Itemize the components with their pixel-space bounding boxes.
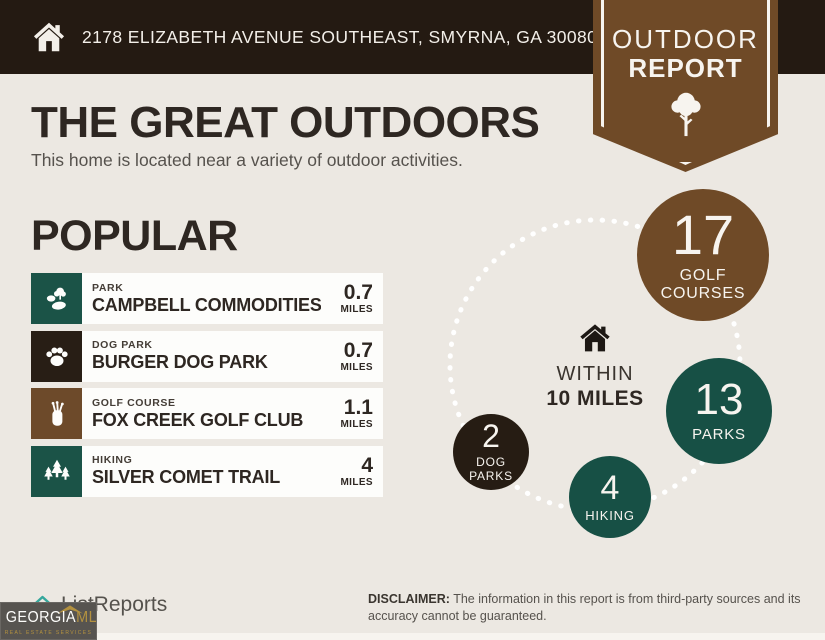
radius-center-label: WITHIN 10 MILES (535, 322, 655, 411)
page-title: THE GREAT OUTDOORS (31, 98, 540, 147)
poi-text: DOG PARK BURGER DOG PARK (82, 330, 321, 382)
mls-tagline: REAL ESTATE SERVICES (4, 630, 93, 636)
radius-miles-label: 10 MILES (546, 387, 644, 410)
poi-distance: 0.7 MILES (321, 273, 383, 324)
poi-row-golf-course: GOLF COURSE FOX CREEK GOLF CLUB 1.1 MILE… (31, 388, 383, 439)
georgia-mls-logo: GEORGIAMLS REAL ESTATE SERVICES (0, 602, 97, 640)
poi-distance: 1.1 MILES (321, 388, 383, 439)
stat-value: 17 (671, 202, 735, 266)
stat-label: DOG PARKS (469, 455, 513, 483)
mls-wordmark: GEORGIAMLS (5, 609, 97, 626)
poi-distance-value: 0.7 (343, 281, 373, 304)
paw-icon (31, 330, 82, 382)
poi-distance-value: 0.7 (343, 338, 373, 362)
outdoor-report-badge: OUTDOOR REPORT (593, 0, 778, 172)
stat-value: 2 (482, 418, 500, 455)
golf-bag-icon (31, 388, 82, 439)
within-label: WITHIN (556, 363, 634, 385)
poi-row-dog-park: DOG PARK BURGER DOG PARK 0.7 MILES (31, 330, 383, 382)
poi-category: HIKING (92, 454, 133, 466)
poi-distance-unit: MILES (340, 304, 373, 315)
poi-category: PARK (92, 281, 124, 294)
popular-list: PARK CAMPBELL COMMODITIES 0.7 MILES DOG … (31, 273, 383, 503)
stat-label: GOLF COURSES (660, 266, 746, 302)
poi-distance: 4 MILES (321, 445, 383, 497)
disclaimer-body: The information in this report is from t… (368, 592, 801, 623)
mls-swoosh-icon (57, 605, 83, 614)
bottom-edge-strip (0, 633, 825, 640)
poi-name: BURGER DOG PARK (92, 352, 268, 372)
home-icon (33, 22, 65, 52)
page-subtitle: This home is located near a variety of o… (31, 150, 463, 170)
stat-bubble-hiking: 4 HIKING (569, 456, 651, 538)
poi-row-hiking: HIKING SILVER COMET TRAIL 4 MILES (31, 445, 383, 497)
poi-category: DOG PARK (92, 339, 153, 351)
stat-label: PARKS (692, 426, 746, 444)
stat-value: 4 (600, 468, 620, 507)
poi-distance-unit: MILES (340, 361, 373, 373)
poi-row-park: PARK CAMPBELL COMMODITIES 0.7 MILES (31, 273, 383, 324)
poi-name: SILVER COMET TRAIL (92, 467, 281, 487)
stat-bubble-dog-parks: 2 DOG PARKS (453, 414, 529, 490)
stat-bubble-parks: 13 PARKS (666, 358, 772, 464)
badge-title-line2: REPORT (628, 53, 743, 83)
property-address: 2178 ELIZABETH AVENUE SOUTHEAST, SMYRNA,… (82, 26, 598, 47)
badge-inner-border (601, 0, 770, 165)
tree-icon (670, 92, 701, 137)
poi-text: GOLF COURSE FOX CREEK GOLF CLUB (82, 388, 321, 439)
badge-title-line1: OUTDOOR (612, 24, 759, 54)
disclaimer-text: DISCLAIMER: The information in this repo… (368, 591, 804, 625)
disclaimer-label: DISCLAIMER: (368, 592, 450, 606)
popular-heading: POPULAR (31, 212, 238, 260)
poi-text: HIKING SILVER COMET TRAIL (82, 445, 321, 497)
pine-trees-icon (31, 445, 82, 497)
poi-name: CAMPBELL COMMODITIES (92, 294, 322, 315)
poi-distance: 0.7 MILES (321, 330, 383, 382)
stat-label: HIKING (585, 507, 635, 523)
poi-distance-value: 1.1 (343, 396, 373, 419)
poi-name: FOX CREEK GOLF CLUB (92, 409, 304, 430)
poi-distance-value: 4 (361, 453, 373, 477)
poi-text: PARK CAMPBELL COMMODITIES (82, 273, 322, 324)
poi-distance-unit: MILES (340, 419, 373, 430)
poi-category: GOLF COURSE (92, 396, 176, 409)
poi-distance-unit: MILES (340, 476, 373, 488)
home-icon (580, 324, 610, 352)
stat-value: 13 (694, 375, 744, 425)
stat-bubble-golf-courses: 17 GOLF COURSES (637, 189, 769, 321)
park-icon (31, 273, 82, 324)
